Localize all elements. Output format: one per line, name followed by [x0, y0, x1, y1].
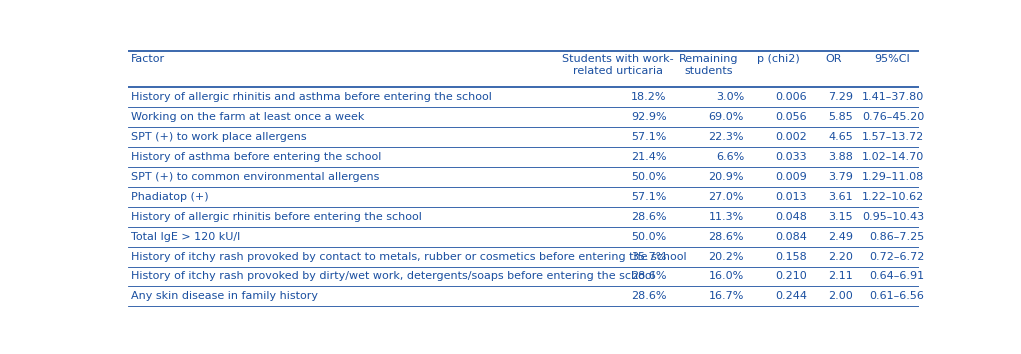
Text: 22.3%: 22.3%: [709, 132, 744, 142]
Text: 16.7%: 16.7%: [709, 291, 744, 301]
Text: SPT (+) to common environmental allergens: SPT (+) to common environmental allergen…: [131, 172, 379, 182]
Text: 0.033: 0.033: [776, 152, 808, 162]
Text: 0.210: 0.210: [776, 272, 808, 281]
Text: 7.29: 7.29: [828, 92, 854, 102]
Text: 11.3%: 11.3%: [709, 212, 744, 222]
Text: OR: OR: [825, 54, 841, 64]
Text: 0.76–45.20: 0.76–45.20: [862, 112, 924, 122]
Text: 1.29–11.08: 1.29–11.08: [862, 172, 924, 182]
Text: 1.02–14.70: 1.02–14.70: [862, 152, 924, 162]
Text: 95%CI: 95%CI: [874, 54, 910, 64]
Text: 28.6%: 28.6%: [709, 232, 744, 242]
Text: SPT (+) to work place allergens: SPT (+) to work place allergens: [131, 132, 306, 142]
Text: 57.1%: 57.1%: [631, 132, 667, 142]
Text: 27.0%: 27.0%: [709, 192, 744, 202]
Text: History of allergic rhinitis before entering the school: History of allergic rhinitis before ente…: [131, 212, 422, 222]
Text: 2.49: 2.49: [828, 232, 854, 242]
Text: 21.4%: 21.4%: [631, 152, 667, 162]
Text: 28.6%: 28.6%: [631, 272, 667, 281]
Text: 0.86–7.25: 0.86–7.25: [869, 232, 924, 242]
Text: 1.22–10.62: 1.22–10.62: [862, 192, 924, 202]
Text: 0.009: 0.009: [776, 172, 808, 182]
Text: 0.013: 0.013: [776, 192, 808, 202]
Text: 0.244: 0.244: [775, 291, 808, 301]
Text: Factor: Factor: [131, 54, 165, 64]
Text: 3.15: 3.15: [829, 212, 854, 222]
Text: 3.0%: 3.0%: [716, 92, 744, 102]
Text: 0.048: 0.048: [776, 212, 808, 222]
Text: 20.2%: 20.2%: [709, 252, 744, 262]
Text: Working on the farm at least once a week: Working on the farm at least once a week: [131, 112, 364, 122]
Text: 0.002: 0.002: [776, 132, 808, 142]
Text: 0.158: 0.158: [776, 252, 808, 262]
Text: 0.61–6.56: 0.61–6.56: [870, 291, 924, 301]
Text: History of asthma before entering the school: History of asthma before entering the sc…: [131, 152, 381, 162]
Text: 28.6%: 28.6%: [631, 291, 667, 301]
Text: 18.2%: 18.2%: [631, 92, 667, 102]
Text: 0.006: 0.006: [776, 92, 808, 102]
Text: 50.0%: 50.0%: [631, 232, 667, 242]
Text: 4.65: 4.65: [828, 132, 854, 142]
Text: 5.85: 5.85: [828, 112, 854, 122]
Text: 2.00: 2.00: [828, 291, 854, 301]
Text: p (chi2): p (chi2): [758, 54, 800, 64]
Text: History of allergic rhinitis and asthma before entering the school: History of allergic rhinitis and asthma …: [131, 92, 492, 102]
Text: 20.9%: 20.9%: [709, 172, 744, 182]
Text: 0.95–10.43: 0.95–10.43: [863, 212, 924, 222]
Text: 50.0%: 50.0%: [631, 172, 667, 182]
Text: Any skin disease in family history: Any skin disease in family history: [131, 291, 318, 301]
Text: 3.61: 3.61: [829, 192, 854, 202]
Text: 3.79: 3.79: [828, 172, 854, 182]
Text: 0.056: 0.056: [776, 112, 808, 122]
Text: History of itchy rash provoked by dirty/wet work, detergents/soaps before enteri: History of itchy rash provoked by dirty/…: [131, 272, 654, 281]
Text: 0.084: 0.084: [776, 232, 808, 242]
Text: 2.20: 2.20: [828, 252, 854, 262]
Text: 6.6%: 6.6%: [716, 152, 744, 162]
Text: 28.6%: 28.6%: [631, 212, 667, 222]
Text: 2.11: 2.11: [828, 272, 854, 281]
Text: 92.9%: 92.9%: [631, 112, 667, 122]
Text: 3.88: 3.88: [828, 152, 854, 162]
Text: Phadiatop (+): Phadiatop (+): [131, 192, 208, 202]
Text: 57.1%: 57.1%: [631, 192, 667, 202]
Text: Remaining
students: Remaining students: [679, 54, 738, 75]
Text: Total IgE > 120 kU/l: Total IgE > 120 kU/l: [131, 232, 240, 242]
Text: 16.0%: 16.0%: [709, 272, 744, 281]
Text: 69.0%: 69.0%: [709, 112, 744, 122]
Text: Students with work-
related urticaria: Students with work- related urticaria: [563, 54, 674, 75]
Text: 1.57–13.72: 1.57–13.72: [862, 132, 924, 142]
Text: 1.41–37.80: 1.41–37.80: [862, 92, 924, 102]
Text: History of itchy rash provoked by contact to metals, rubber or cosmetics before : History of itchy rash provoked by contac…: [131, 252, 686, 262]
Text: 35.7%: 35.7%: [631, 252, 667, 262]
Text: 0.64–6.91: 0.64–6.91: [869, 272, 924, 281]
Text: 0.72–6.72: 0.72–6.72: [869, 252, 924, 262]
